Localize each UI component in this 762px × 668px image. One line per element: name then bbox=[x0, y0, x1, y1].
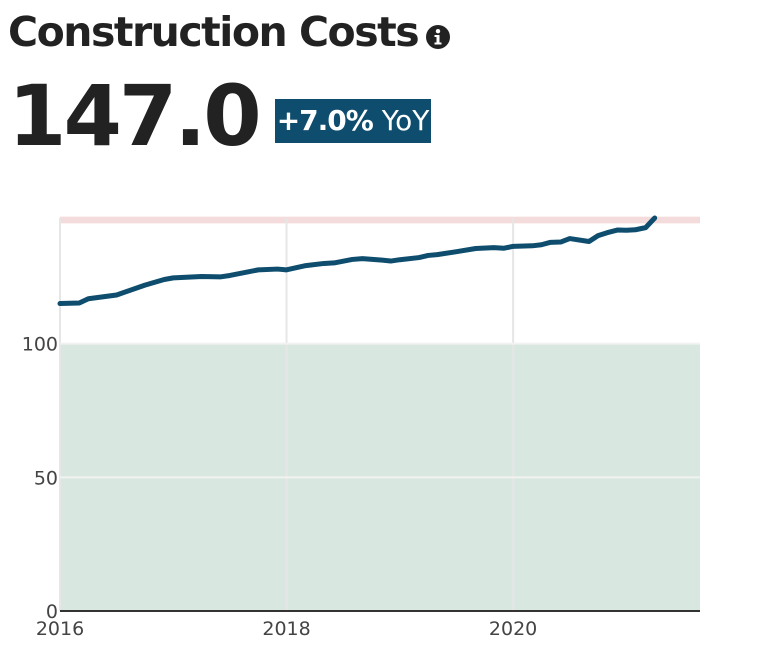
x-tick-label: 2016 bbox=[36, 618, 84, 640]
value-row: 147.0 +7.0% YoY bbox=[8, 66, 432, 166]
y-tick-label: 100 bbox=[22, 334, 58, 356]
y-tick-label: 0 bbox=[46, 601, 58, 623]
title-row: Construction Costs bbox=[8, 8, 451, 56]
chart-axes: 2016 2018 2020 0 50 100 bbox=[22, 334, 700, 640]
yoy-badge: +7.0% YoY bbox=[274, 99, 432, 143]
chart-bands bbox=[60, 216, 700, 611]
current-value: 147.0 bbox=[8, 67, 262, 165]
series-line-0 bbox=[57, 215, 658, 307]
y-tick-label: 50 bbox=[34, 467, 58, 489]
page-title: Construction Costs bbox=[8, 8, 420, 56]
chart-series bbox=[57, 215, 658, 307]
yoy-change: +7.0% bbox=[276, 104, 374, 137]
x-tick-label: 2018 bbox=[262, 618, 310, 640]
chart-grid bbox=[59, 218, 700, 611]
band-1 bbox=[60, 216, 700, 224]
yoy-label: YoY bbox=[381, 104, 430, 137]
info-circle-icon[interactable] bbox=[426, 25, 451, 49]
x-tick-label: 2020 bbox=[489, 618, 537, 640]
